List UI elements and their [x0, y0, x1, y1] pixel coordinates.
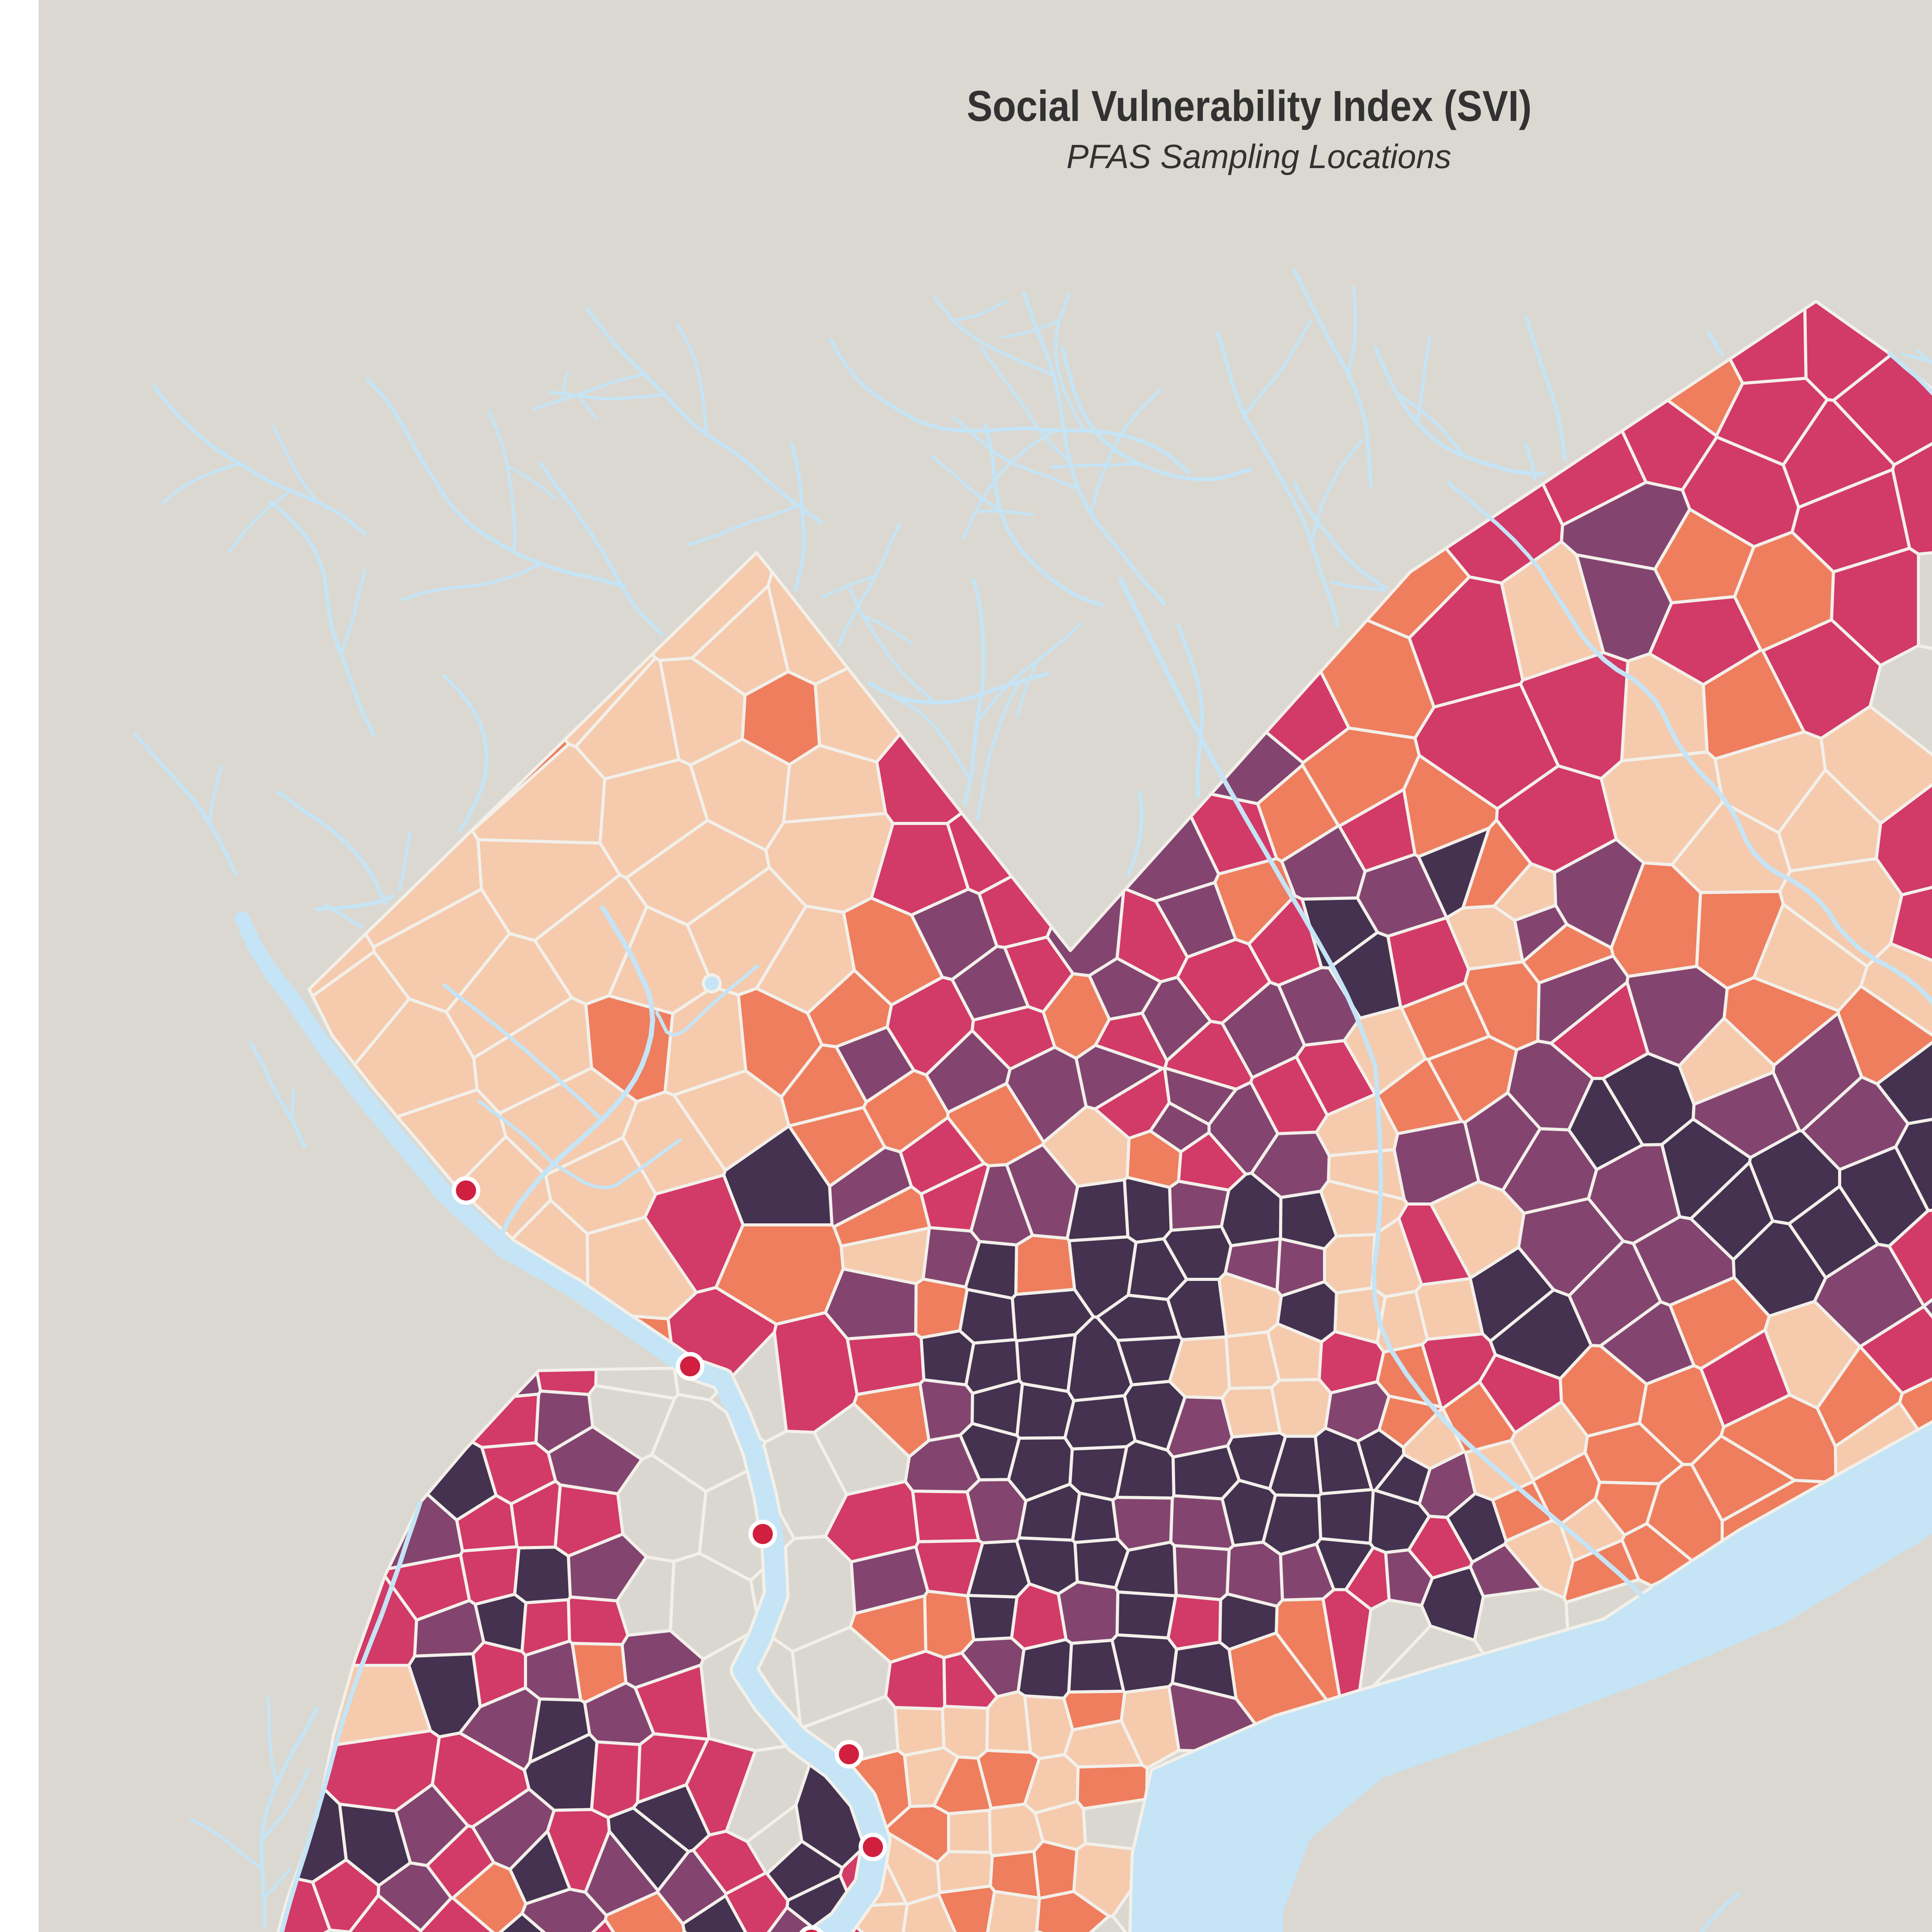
svg-text:Social Vulnerability Index (SV: Social Vulnerability Index (SVI) [967, 82, 1532, 130]
svg-text:PFAS Sampling Locations: PFAS Sampling Locations [1066, 138, 1451, 175]
